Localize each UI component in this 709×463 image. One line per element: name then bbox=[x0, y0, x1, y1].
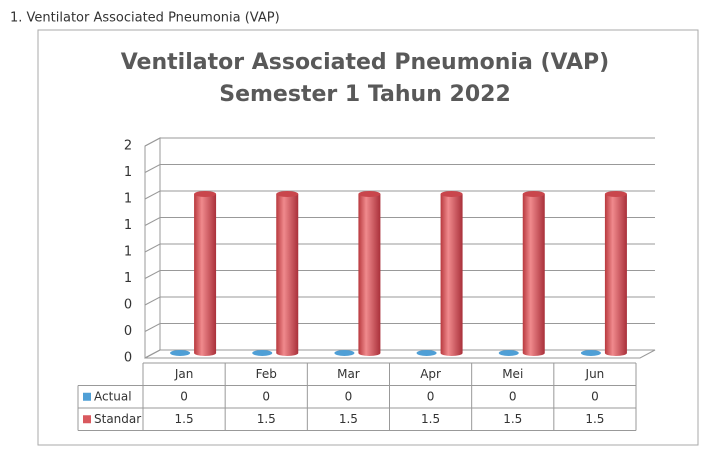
bar bbox=[194, 191, 217, 356]
y-tick-label: 1 bbox=[124, 245, 132, 260]
bar-part bbox=[194, 191, 217, 197]
heading: 1. Ventilator Associated Pneumonia (VAP) bbox=[10, 11, 280, 26]
bar bbox=[334, 350, 355, 356]
bar-part bbox=[604, 194, 627, 356]
data-label: 1.5 bbox=[175, 412, 194, 426]
data-label: 1.5 bbox=[257, 412, 276, 426]
y-tick-label: 0 bbox=[124, 298, 132, 313]
legend-label: Standar bbox=[94, 412, 141, 426]
bar-part bbox=[440, 191, 463, 197]
data-label: 0 bbox=[180, 389, 188, 403]
grid-line bbox=[144, 190, 655, 200]
x-tick-label: Jan bbox=[174, 367, 194, 381]
bar bbox=[580, 350, 601, 356]
bar bbox=[170, 350, 191, 356]
data-label: 0 bbox=[345, 389, 353, 403]
bar bbox=[416, 350, 437, 356]
x-tick-label: Jun bbox=[585, 367, 605, 381]
x-tick-label: Mei bbox=[502, 367, 523, 381]
y-tick-label: 0 bbox=[124, 351, 132, 366]
data-label: 0 bbox=[262, 389, 270, 403]
bar bbox=[498, 350, 519, 356]
grid-line bbox=[144, 137, 655, 147]
y-tick-label: 1 bbox=[124, 218, 132, 233]
y-tick-label: 1 bbox=[124, 271, 132, 286]
bar-part bbox=[194, 194, 217, 356]
bar bbox=[440, 191, 463, 356]
grid-line bbox=[144, 349, 655, 359]
y-tick-label: 1 bbox=[124, 165, 132, 180]
bar bbox=[252, 350, 273, 356]
data-label: 1.5 bbox=[585, 412, 604, 426]
data-label: 1.5 bbox=[339, 412, 358, 426]
data-label: 1.5 bbox=[421, 412, 440, 426]
bar-part bbox=[358, 194, 381, 356]
chart-title: Ventilator Associated Pneumonia (VAP) bbox=[121, 50, 610, 75]
data-label: 1.5 bbox=[503, 412, 522, 426]
chart-title: Semester 1 Tahun 2022 bbox=[219, 82, 511, 107]
bar bbox=[522, 191, 545, 356]
x-tick-label: Feb bbox=[256, 367, 277, 381]
floor bbox=[144, 349, 656, 359]
legend-swatch bbox=[83, 392, 91, 401]
grid-line bbox=[144, 243, 655, 253]
table-grid bbox=[77, 362, 637, 431]
legend-label: Actual bbox=[94, 389, 132, 403]
bar-part bbox=[440, 194, 463, 356]
x-tick-label: Apr bbox=[420, 367, 441, 381]
bar bbox=[276, 191, 299, 356]
grid-line bbox=[144, 217, 655, 226]
data-label: 0 bbox=[509, 389, 517, 403]
bar-part bbox=[604, 191, 627, 197]
data-label: 0 bbox=[427, 389, 435, 403]
bar-part bbox=[276, 191, 299, 197]
grid-line bbox=[144, 164, 655, 173]
legend-swatch bbox=[83, 415, 91, 424]
x-tick-label: Mar bbox=[337, 367, 360, 381]
y-tick-label: 0 bbox=[124, 324, 132, 339]
bar-part bbox=[358, 191, 381, 197]
bar-part bbox=[522, 194, 545, 356]
bar-part bbox=[522, 191, 545, 197]
bar bbox=[604, 191, 627, 356]
grid-line bbox=[144, 296, 655, 306]
y-tick-label: 2 bbox=[124, 139, 132, 154]
y-tick-label: 1 bbox=[124, 192, 132, 207]
grid-line bbox=[144, 270, 655, 279]
grid-line bbox=[144, 323, 655, 332]
bar bbox=[358, 191, 381, 356]
bar-part bbox=[276, 194, 299, 356]
data-label: 0 bbox=[591, 389, 599, 403]
